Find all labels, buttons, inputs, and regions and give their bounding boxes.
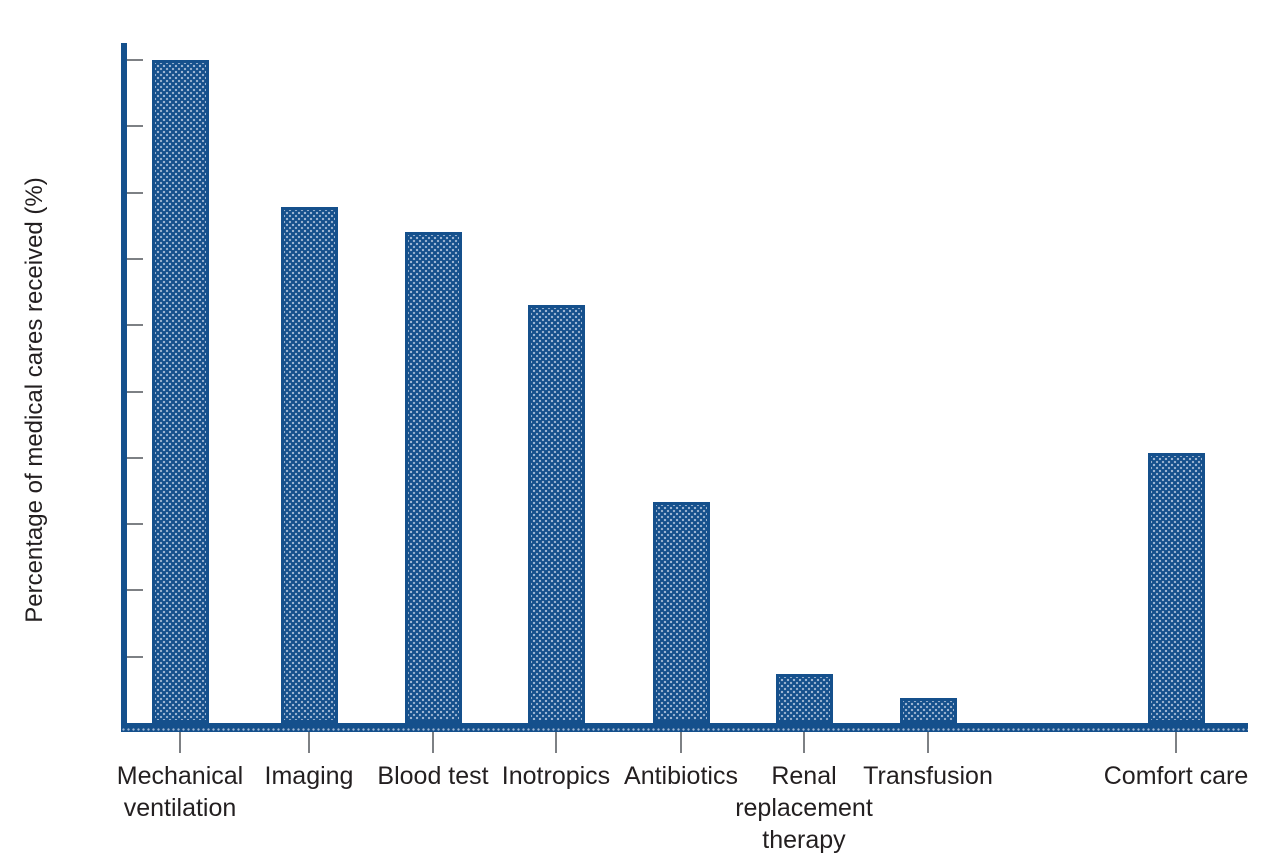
y-tick-mark	[127, 523, 143, 526]
bar-blood-test	[404, 231, 462, 723]
x-tick-mark	[927, 732, 929, 753]
x-tick-mark	[308, 732, 310, 753]
x-category-label: Comfort care	[1103, 762, 1249, 790]
bar-mechanical-ventilation	[151, 60, 209, 723]
x-category-label: Mechanical ventilation	[116, 762, 244, 822]
x-category-label: Transfusion	[863, 762, 993, 790]
x-category-label: Inotropics	[501, 762, 611, 790]
x-category-label: Antibiotics	[624, 762, 738, 790]
y-tick-mark	[127, 257, 143, 260]
x-category-label: Blood test	[377, 762, 489, 790]
x-category-label: Imaging	[264, 762, 354, 790]
bar-comfort-care	[1147, 453, 1205, 723]
bar-inotropics	[527, 305, 585, 723]
y-axis-line	[121, 43, 127, 732]
bar-transfusion	[899, 698, 957, 723]
y-tick-mark	[127, 390, 143, 393]
y-tick-mark	[127, 191, 143, 194]
bar-renal-replacement-therapy	[775, 673, 833, 723]
y-tick-mark	[127, 324, 143, 327]
y-tick-mark	[127, 655, 143, 658]
y-tick-mark	[127, 589, 143, 592]
x-tick-mark	[680, 732, 682, 753]
x-tick-mark	[432, 732, 434, 753]
x-tick-mark	[555, 732, 557, 753]
x-category-label: Renal replacement therapy	[735, 762, 873, 854]
x-tick-mark	[803, 732, 805, 753]
bar-imaging	[280, 207, 338, 723]
x-axis-baseline	[121, 723, 1248, 732]
x-tick-mark	[1175, 732, 1177, 753]
y-tick-mark	[127, 59, 143, 61]
y-tick-mark	[127, 456, 143, 459]
bar-antibiotics	[652, 502, 710, 723]
y-axis-title: Percentage of medical cares received (%)	[21, 177, 48, 623]
y-tick-mark	[127, 125, 143, 128]
x-tick-mark	[179, 732, 181, 753]
